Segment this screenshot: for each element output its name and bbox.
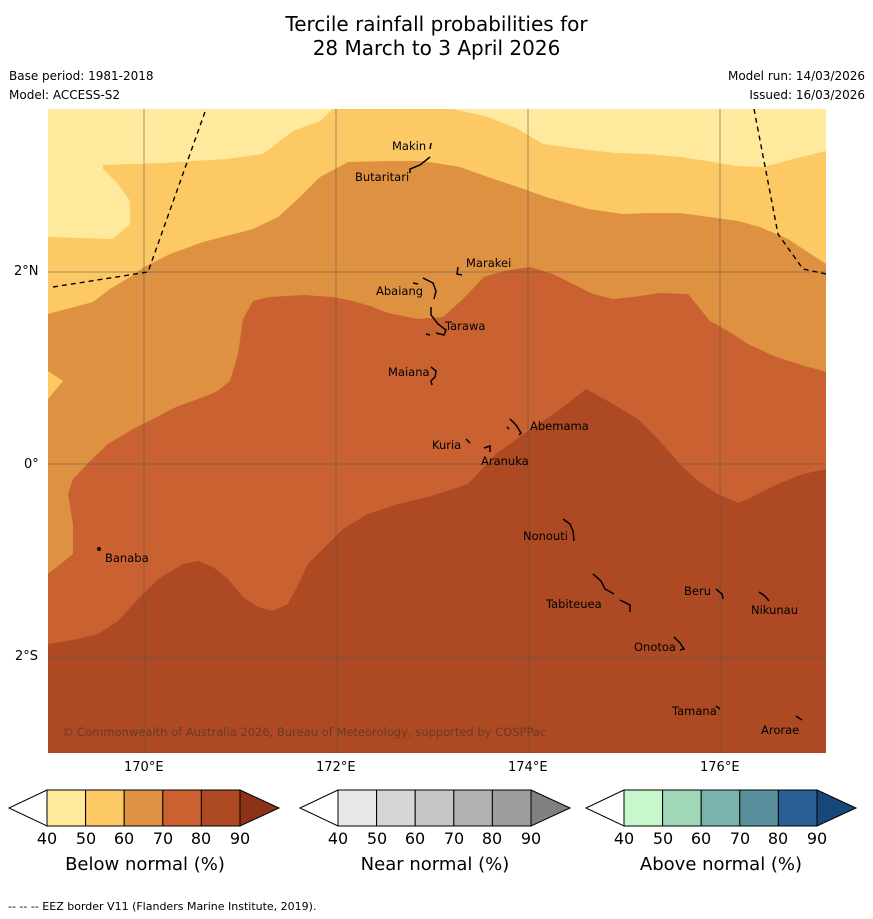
place-label: Aranuka	[481, 454, 529, 468]
near-tick: 80	[481, 829, 503, 848]
above-tick: 50	[652, 829, 674, 848]
place-label: Nonouti	[523, 529, 568, 543]
copyright-notice: © Commonwealth of Australia 2026, Bureau…	[62, 725, 546, 739]
below-tick: 70	[152, 829, 174, 848]
below-tick: 50	[75, 829, 97, 848]
colorbar-above-extend-high	[816, 789, 858, 827]
colorbar-above-70-80	[739, 789, 779, 827]
lat-label-equator: 0°	[24, 457, 39, 472]
colorbar-below-80-90	[200, 789, 241, 827]
chart-title-line2: 28 March to 3 April 2026	[312, 36, 561, 60]
eez-footnote: -- -- -- EEZ border V11 (Flanders Marine…	[8, 900, 317, 913]
place-label: Tabiteuea	[545, 597, 602, 611]
place-label: Beru	[684, 584, 711, 598]
above-tick: 80	[767, 829, 789, 848]
place-label: Abaiang	[376, 284, 423, 298]
colorbar-below	[7, 789, 281, 827]
place-label: Makin	[392, 139, 426, 153]
lat-label-2n: 2°N	[14, 264, 39, 279]
colorbar-above-60-70	[700, 789, 741, 827]
colorbar-above-40-50	[623, 789, 664, 827]
graticule	[48, 109, 826, 753]
colorbar-below-50-60	[85, 789, 125, 827]
place-label: Kuria	[432, 438, 461, 452]
above-tick: 70	[729, 829, 751, 848]
colorbar-below-60-70	[123, 789, 164, 827]
colorbar-near-extend-high	[530, 789, 572, 827]
colorbar-above	[584, 789, 858, 827]
below-tick: 80	[190, 829, 212, 848]
near-normal-title: Near normal (%)	[360, 854, 510, 875]
below-tick: 40	[36, 829, 58, 848]
near-tick: 90	[520, 829, 542, 848]
above-tick: 60	[690, 829, 712, 848]
place-label: Onotoa	[634, 640, 676, 654]
lon-label-176e: 176°E	[700, 760, 740, 775]
colorbar-below-extend-high	[239, 789, 281, 827]
colorbars-svg	[7, 789, 858, 827]
near-tick: 40	[327, 829, 349, 848]
above-normal-title: Above normal (%)	[639, 854, 803, 875]
map-svg: Makin Butaritari Marakei Abaiang Tarawa …	[48, 109, 826, 753]
colorbar-above-80-90	[777, 789, 818, 827]
band-40-50	[48, 109, 826, 167]
lon-label-170e: 170°E	[124, 760, 164, 775]
base-period: Base period: 1981-2018	[9, 69, 154, 83]
colorbar-above-extend-low	[584, 789, 625, 827]
colorbar-near-60-70	[414, 789, 455, 827]
place-label: Maiana	[388, 365, 430, 379]
model-name: Model: ACCESS-S2	[9, 88, 121, 102]
colorbar-below-70-80	[162, 789, 202, 827]
below-normal-title: Below normal (%)	[65, 854, 225, 875]
above-tick: 90	[806, 829, 828, 848]
near-tick: 70	[443, 829, 465, 848]
eez-border	[52, 109, 826, 288]
place-label: Abemama	[530, 419, 589, 433]
below-tick: 90	[229, 829, 251, 848]
band-50-60	[48, 109, 826, 399]
islands	[97, 142, 803, 721]
place-label: Banaba	[105, 551, 149, 565]
near-tick: 50	[366, 829, 388, 848]
colorbar-above-50-60	[662, 789, 702, 827]
place-label: Marakei	[466, 256, 511, 270]
model-run: Model run: 14/03/2026	[727, 69, 865, 83]
colorbar-near-80-90	[491, 789, 532, 827]
place-label: Arorae	[761, 723, 799, 737]
colorbar-near-50-60	[376, 789, 416, 827]
colorbar-below-extend-low	[7, 789, 48, 827]
colorbar-near-extend-low	[298, 789, 339, 827]
place-label: Nikunau	[751, 603, 798, 617]
chart-title-line1: Tercile rainfall probabilities for	[285, 12, 588, 36]
colorbar-below-40-50	[46, 789, 87, 827]
below-tick: 60	[113, 829, 135, 848]
above-tick: 40	[613, 829, 635, 848]
issued-date: Issued: 16/03/2026	[749, 88, 865, 102]
probability-map: Makin Butaritari Marakei Abaiang Tarawa …	[48, 109, 826, 753]
band-40-50-topleft	[48, 109, 333, 239]
place-label: Butaritari	[355, 170, 409, 184]
near-tick: 60	[404, 829, 426, 848]
lon-label-174e: 174°E	[508, 760, 548, 775]
colorbar-near-40-50	[337, 789, 378, 827]
lon-label-172e: 172°E	[316, 760, 356, 775]
place-label: Tarawa	[444, 319, 485, 333]
colorbar-near	[298, 789, 572, 827]
colorbar-near-70-80	[453, 789, 493, 827]
lat-label-2s: 2°S	[15, 649, 39, 664]
place-label: Tamana	[671, 704, 717, 718]
